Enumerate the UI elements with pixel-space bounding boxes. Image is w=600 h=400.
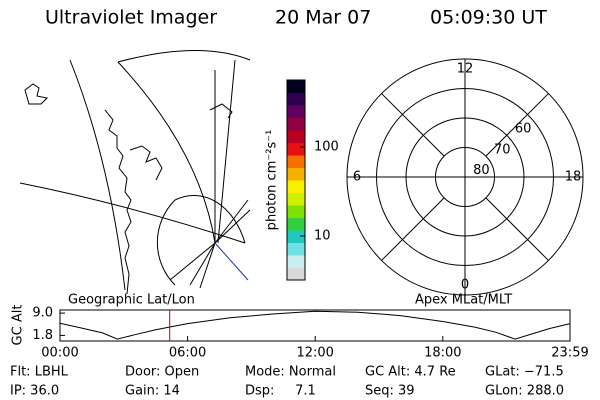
mlt-spoke (381, 197, 445, 261)
colorbar-band (287, 217, 305, 231)
colorbar-band (287, 205, 305, 218)
info-panel: Flt: LBHL Door: Open Mode: Normal GC Alt: 4… (10, 365, 564, 399)
map-line (156, 194, 246, 286)
map-line (19, 182, 246, 244)
info-field: GLat: −71.5 (485, 365, 564, 380)
mlt-spoke (485, 197, 549, 261)
colorbar-band (287, 267, 305, 281)
x-tick-label: 00:00 (41, 346, 78, 361)
ring-label: 70 (494, 142, 511, 157)
map-line (214, 59, 236, 244)
colorbar-band (287, 192, 305, 206)
colorbar-band (287, 242, 305, 256)
mlt-label: 18 (565, 170, 582, 185)
map (19, 50, 251, 295)
map-line (117, 61, 216, 244)
altitude-chart: GC Alt Geographic Lat/Lon Apex MLat/MLT … (11, 293, 589, 361)
date: 20 Mar 07 (275, 7, 371, 29)
altitude-line (59, 310, 571, 340)
colorbar-band (287, 117, 305, 131)
x-tick-label: 18:00 (424, 346, 461, 361)
colorbar-band (287, 180, 305, 193)
map-line (214, 242, 249, 281)
x-tick-label: 23:59 (551, 346, 588, 361)
ring-label: 60 (515, 121, 532, 136)
mlt-label: 0 (461, 278, 469, 293)
y-axis-label: GC Alt (11, 305, 26, 346)
colorbar-frame (286, 79, 306, 281)
colorbar-band (287, 230, 305, 243)
map-line (69, 59, 126, 291)
mlt-label: 6 (353, 170, 361, 185)
info-field: IP: 36.0 (10, 384, 59, 399)
x-tick-label: 06:00 (169, 346, 206, 361)
y-tick-label: 9.0 (32, 306, 53, 321)
info-field: Flt: LBHL (10, 365, 69, 380)
x-tick-label: 12:00 (296, 346, 333, 361)
mlt-spoke (485, 93, 549, 157)
map-line (117, 50, 251, 63)
colorbar-tick-label: 10 (314, 228, 331, 243)
time: 05:09:30 UT (430, 7, 547, 29)
info-field: Door: Open (125, 365, 199, 380)
colorbar-label: photon cm⁻²s⁻¹ (265, 130, 280, 231)
info-field: Mode: Normal (245, 365, 336, 380)
colorbar: photon cm⁻²s⁻¹ 10 100 (265, 79, 339, 281)
info-field: Seq: 39 (365, 384, 415, 399)
mlt-label: 12 (457, 62, 474, 77)
polar-plot: 60 70 80 0 6 12 18 (346, 58, 584, 296)
colorbar-band (287, 80, 305, 93)
info-field: Dsp: 7.1 (245, 384, 316, 399)
colorbar-band (287, 92, 305, 106)
map-line (169, 199, 251, 289)
ring-label: 80 (473, 163, 490, 178)
colorbar-band (287, 167, 305, 181)
coastline (24, 83, 233, 295)
colorbar-band (287, 105, 305, 118)
info-field: Gain: 14 (125, 384, 180, 399)
colorbar-tick-label: 100 (314, 139, 339, 154)
colorbar-band (287, 155, 305, 168)
info-field: GC Alt: 4.7 Re (365, 365, 456, 380)
colorbar-band (287, 142, 305, 156)
colorbar-band (287, 255, 305, 268)
right-label: Apex MLat/MLT (415, 293, 512, 308)
colorbar-band (287, 130, 305, 143)
y-tick-label: 1.8 (32, 328, 53, 343)
left-label: Geographic Lat/Lon (68, 293, 195, 308)
title: Ultraviolet Imager (45, 7, 217, 29)
info-field: GLon: 288.0 (485, 384, 564, 399)
mlt-spoke (381, 93, 445, 157)
